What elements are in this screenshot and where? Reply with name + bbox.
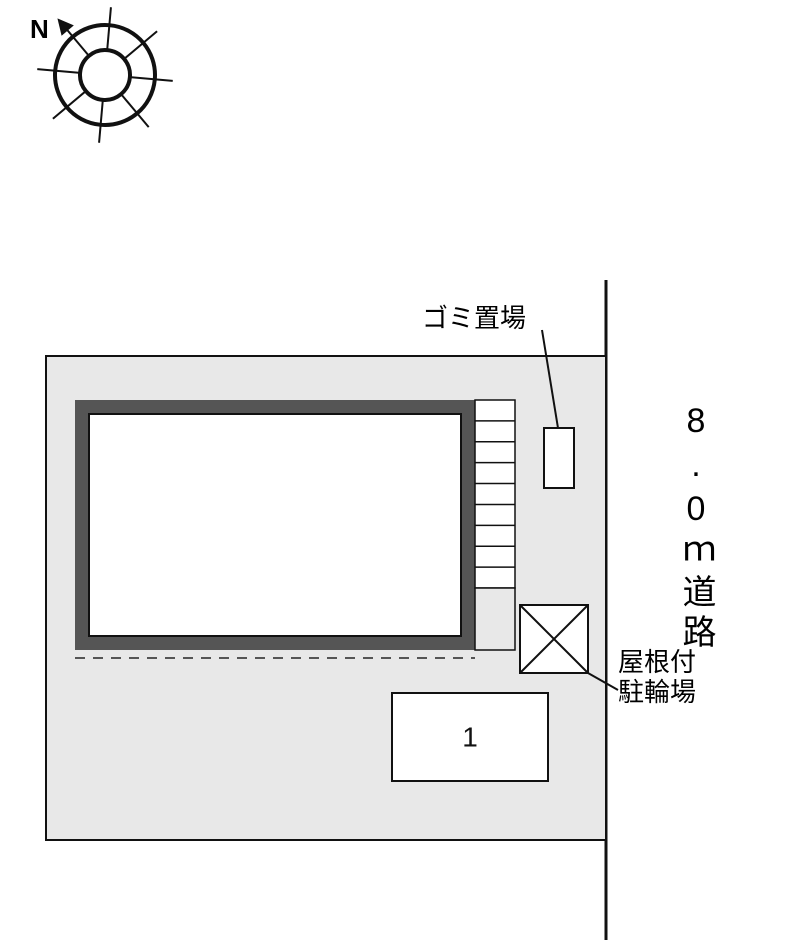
site-plan: N 1 ゴミ置場 屋根付 駐輪場 8.0ｍ道路 — [0, 0, 800, 940]
svg-text:1: 1 — [462, 721, 478, 752]
road-label: 8.0ｍ道路 — [672, 402, 721, 654]
bike-label-line2: 駐輪場 — [618, 678, 696, 708]
trash-label: ゴミ置場 — [422, 298, 526, 335]
bike-parking-label: 屋根付 駐輪場 — [618, 648, 696, 708]
